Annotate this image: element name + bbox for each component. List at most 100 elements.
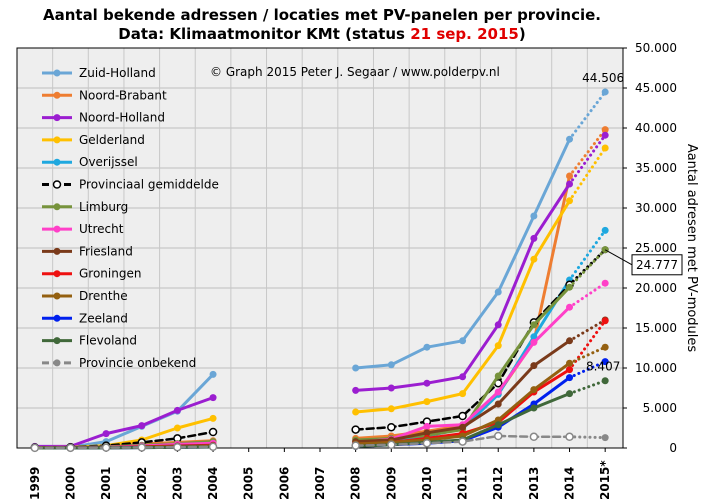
data-point — [173, 406, 181, 414]
data-point — [459, 423, 467, 431]
legend-swatch-marker — [53, 203, 61, 211]
legend-item: Noord-Brabant — [42, 88, 167, 102]
x-tick-label: 2008 — [349, 467, 363, 500]
data-point — [566, 337, 574, 345]
data-point — [494, 416, 502, 424]
data-point — [387, 361, 395, 369]
data-point — [209, 370, 217, 378]
legend-swatch-marker — [53, 114, 61, 122]
data-point — [387, 384, 395, 392]
data-point — [601, 377, 609, 385]
legend-item: Overijssel — [42, 155, 138, 169]
data-point — [209, 394, 217, 402]
legend-swatch-marker — [53, 359, 61, 367]
data-point — [530, 338, 538, 346]
annotations: 44.506 24.777 8.407 — [582, 71, 683, 374]
annotation-box — [631, 254, 683, 276]
y-tick-label: 30.000 — [635, 201, 677, 215]
data-point — [459, 373, 467, 381]
legend-item: Utrecht — [42, 222, 124, 236]
data-point — [458, 437, 467, 446]
data-point — [352, 364, 360, 372]
data-point — [566, 197, 574, 205]
data-point — [566, 180, 574, 188]
data-point — [601, 358, 609, 366]
data-point — [352, 386, 360, 394]
y-tick-label: 40.000 — [635, 121, 677, 135]
annotation: 24.777 — [604, 249, 683, 276]
data-point — [530, 333, 538, 341]
legend-label: Zeeland — [79, 311, 128, 325]
legend-item: Provinciaal gemiddelde — [42, 178, 219, 192]
legend-label: Flevoland — [79, 334, 137, 348]
y-tick-label: 15.000 — [635, 321, 677, 335]
y-axis-ticks: 0 5.000 10.000 15.000 20.000 25.000 30.000 35.0… — [623, 41, 677, 455]
data-point — [529, 432, 539, 442]
data-point — [601, 343, 609, 351]
data-point — [601, 226, 609, 234]
legend-swatch-marker — [53, 247, 61, 255]
legend-label: Limburg — [79, 200, 128, 214]
data-point — [566, 390, 574, 398]
x-tick-label: 2005 — [242, 467, 256, 500]
data-point — [423, 343, 431, 351]
data-point — [494, 288, 502, 296]
data-point — [459, 337, 467, 345]
legend-label: Gelderland — [79, 133, 145, 147]
y-tick-label: 10.000 — [635, 361, 677, 375]
series-projection — [568, 248, 607, 289]
legend-item: Provincie onbekend — [42, 356, 196, 370]
data-point — [387, 440, 396, 450]
data-point — [387, 405, 395, 413]
legend-item: Noord-Holland — [42, 111, 165, 125]
data-point — [138, 422, 146, 430]
data-point — [530, 362, 538, 370]
y-tick-label: 35.000 — [635, 161, 677, 175]
data-point — [601, 88, 609, 96]
data-point — [208, 442, 218, 452]
data-point — [387, 422, 396, 432]
data-point — [423, 398, 431, 406]
series-projection — [568, 228, 607, 282]
y-tick-label: 25.000 — [635, 241, 677, 255]
annotation: 8.407 — [586, 360, 620, 374]
legend-item: Flevoland — [42, 334, 137, 348]
x-tick-label: 1999 — [28, 467, 42, 500]
y-tick-label: 50.000 — [635, 41, 677, 55]
data-point — [493, 431, 503, 441]
series-zuid-holland — [31, 88, 609, 451]
legend-label: Provincie onbekend — [79, 356, 196, 370]
legend-item: Limburg — [42, 200, 128, 214]
data-point — [566, 359, 574, 367]
x-tick-label: 2003 — [170, 467, 184, 500]
data-point — [102, 430, 110, 438]
legend-swatch-marker — [53, 225, 61, 233]
data-point — [494, 342, 502, 350]
y-tick-label: 5.000 — [643, 401, 677, 415]
legend-label: Overijssel — [79, 155, 138, 169]
data-point — [173, 424, 181, 432]
legend-swatch-marker — [53, 337, 61, 345]
chart-title-suffix: ) — [519, 25, 526, 43]
series-projection — [568, 146, 607, 203]
chart-title-line1: Aantal bekende adressen / locaties met P… — [43, 6, 601, 24]
chart-title-prefix: Data: Klimaatmonitor KMt (status — [118, 25, 410, 43]
data-point — [601, 144, 609, 152]
legend-swatch-marker — [53, 314, 61, 322]
legend-item: Friesland — [42, 244, 133, 258]
series-projection — [568, 128, 607, 178]
copyright-text: © Graph 2015 Peter J. Segaar / www.polde… — [210, 65, 500, 79]
series-projection — [568, 379, 607, 396]
x-tick-label: 2012 — [491, 467, 505, 500]
data-point — [530, 234, 538, 242]
data-point — [566, 374, 574, 382]
data-point — [565, 432, 574, 442]
legend-swatch-marker — [53, 158, 61, 166]
data-point — [530, 255, 538, 263]
data-point — [423, 429, 431, 437]
data-point — [566, 172, 574, 180]
x-tick-label: 2014 — [563, 467, 577, 500]
legend-item: Drenthe — [42, 289, 128, 303]
data-point — [601, 131, 609, 139]
